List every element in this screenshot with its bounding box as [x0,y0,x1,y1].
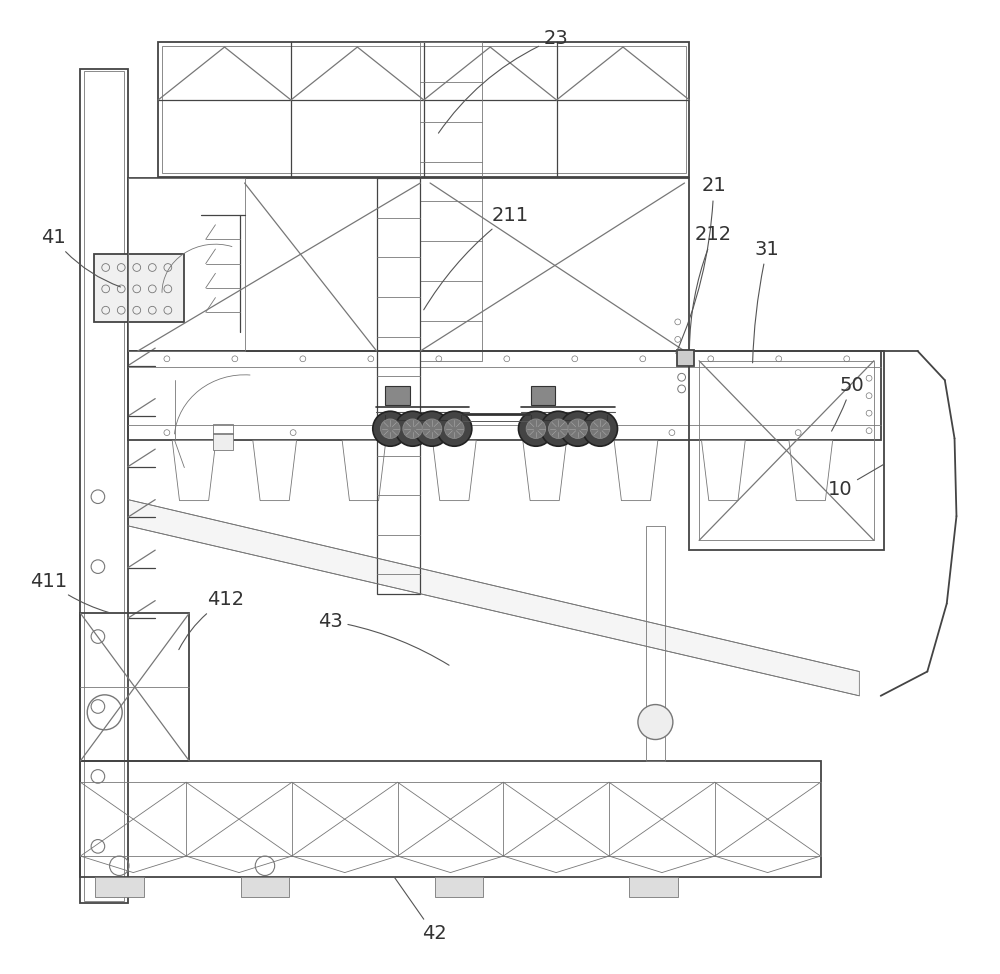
Polygon shape [253,440,297,501]
Polygon shape [342,440,386,501]
Circle shape [403,419,422,438]
Bar [213,424,233,433]
Bar [435,878,483,897]
Bar [158,42,689,177]
Bar [241,878,289,897]
Text: 212: 212 [689,225,732,349]
Text: 42: 42 [395,878,446,943]
Polygon shape [128,500,859,695]
Circle shape [583,411,618,446]
Circle shape [638,704,673,739]
Circle shape [541,411,576,446]
Bar [80,761,821,878]
Bar [531,386,555,405]
Bar [128,178,689,351]
Polygon shape [172,440,216,501]
Polygon shape [523,440,567,501]
Circle shape [395,411,430,446]
Polygon shape [433,440,476,501]
Bar [677,350,694,365]
Circle shape [526,419,546,438]
Bar [128,178,245,351]
Circle shape [381,419,400,438]
Bar [94,254,184,321]
Bar [128,351,881,440]
Circle shape [415,411,449,446]
Circle shape [590,419,610,438]
Text: 10: 10 [828,465,884,500]
Circle shape [568,419,587,438]
Bar [80,614,189,761]
Circle shape [445,419,464,438]
Polygon shape [789,440,833,501]
Circle shape [373,411,408,446]
Bar [646,526,665,761]
Bar [84,71,124,901]
Text: 21: 21 [676,176,726,354]
Bar [95,878,144,897]
Text: 211: 211 [424,206,528,310]
Polygon shape [614,440,658,501]
Bar [420,42,482,360]
Text: 50: 50 [832,376,864,431]
Circle shape [422,419,442,438]
Text: 41: 41 [41,228,121,287]
Polygon shape [702,440,745,501]
Circle shape [549,419,568,438]
Text: 412: 412 [179,590,245,650]
Text: 31: 31 [753,240,779,363]
Bar [629,878,678,897]
Text: 411: 411 [30,572,109,613]
Text: 23: 23 [438,29,569,133]
Circle shape [437,411,472,446]
Bar [699,360,874,541]
Bar [213,432,233,450]
Text: 43: 43 [318,612,449,665]
Bar [377,178,420,594]
Bar [162,46,686,173]
Bar [80,69,128,903]
Circle shape [518,411,553,446]
Bar [385,386,410,405]
Bar [689,351,884,550]
Circle shape [560,411,595,446]
